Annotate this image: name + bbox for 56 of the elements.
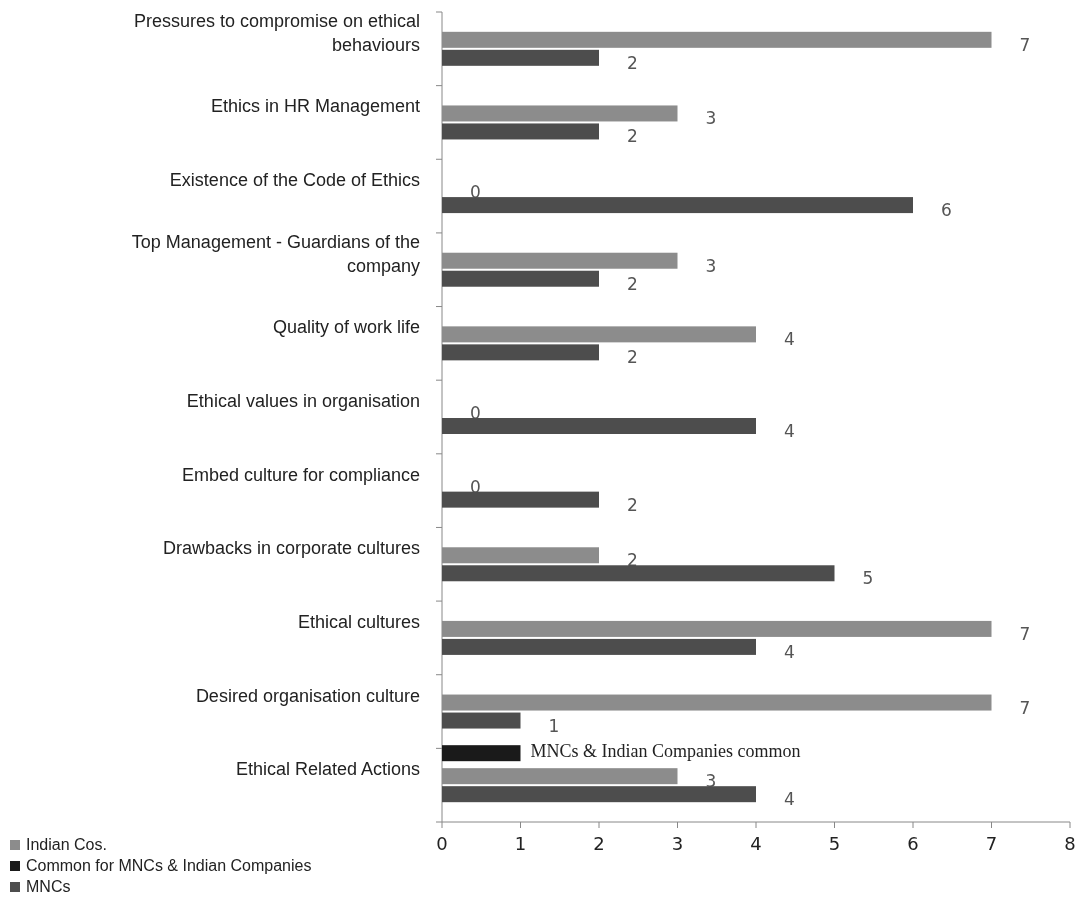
bar (442, 197, 913, 214)
y-tick-label: Quality of work life (272, 317, 420, 338)
data-label: 3 (705, 108, 717, 129)
x-tick-label: 8 (1064, 833, 1076, 854)
bar (442, 123, 599, 140)
legend-label: Indian Cos. (26, 836, 107, 854)
data-label: 2 (627, 550, 638, 571)
y-tick-label: Ethics in HR Management (210, 96, 420, 117)
data-label: 4 (784, 421, 795, 441)
bar (442, 418, 756, 434)
data-label: 2 (627, 494, 638, 515)
bar (442, 745, 521, 762)
bar (442, 638, 756, 655)
data-label: 1 (548, 715, 560, 736)
data-label: 4 (784, 641, 795, 662)
bar (442, 270, 599, 287)
data-label: 4 (784, 789, 795, 810)
data-label: 2 (627, 52, 638, 73)
x-tick-label: 5 (828, 833, 841, 854)
x-tick-label: 0 (436, 833, 448, 854)
bar (442, 712, 521, 729)
x-tick-label: 4 (750, 833, 762, 854)
data-label: 2 (627, 273, 638, 294)
y-tick-label: Embed culture for compliance (181, 464, 420, 485)
x-tick-label: 1 (514, 833, 527, 854)
data-label: 7 (1019, 697, 1031, 718)
x-tick-label: 2 (593, 833, 605, 854)
y-tick-label: Existence of the Code of Ethics (169, 170, 420, 191)
bar (442, 344, 599, 361)
data-label: 7 (1019, 34, 1031, 55)
data-label: 0 (470, 182, 481, 203)
x-tick-label: 7 (985, 833, 998, 854)
y-tick-label: Ethical Related Actions (235, 759, 420, 780)
data-label: 3 (705, 255, 717, 276)
x-tick-label: 3 (671, 833, 684, 854)
bar (442, 491, 599, 508)
legend-label: MNCs (26, 878, 71, 896)
y-tick-label: Pressures to compromise on ethical behaviours (133, 10, 420, 55)
bar (442, 565, 835, 582)
legend-label: Common for MNCs & Indian Companies (26, 857, 312, 875)
bar (442, 786, 756, 803)
data-label: 6 (941, 200, 952, 221)
data-label: 2 (627, 347, 638, 368)
y-tick-label: Ethical cultures (297, 611, 420, 632)
data-label: 5 (862, 568, 874, 589)
data-label: 3 (705, 771, 717, 792)
bar (442, 49, 599, 66)
data-label: 7 (1019, 623, 1031, 644)
y-tick-label: Top Management - Guardians of the company (131, 231, 420, 276)
y-tick-label: Desired organisation culture (195, 685, 420, 706)
data-label: 4 (784, 329, 795, 350)
data-label: 2 (627, 126, 638, 147)
data-label: MNCs & Indian Companies common (530, 741, 801, 762)
y-tick-label: Ethical values in organisation (186, 391, 420, 411)
x-tick-label: 6 (907, 833, 919, 854)
y-tick-label: Drawbacks in corporate cultures (162, 538, 420, 559)
